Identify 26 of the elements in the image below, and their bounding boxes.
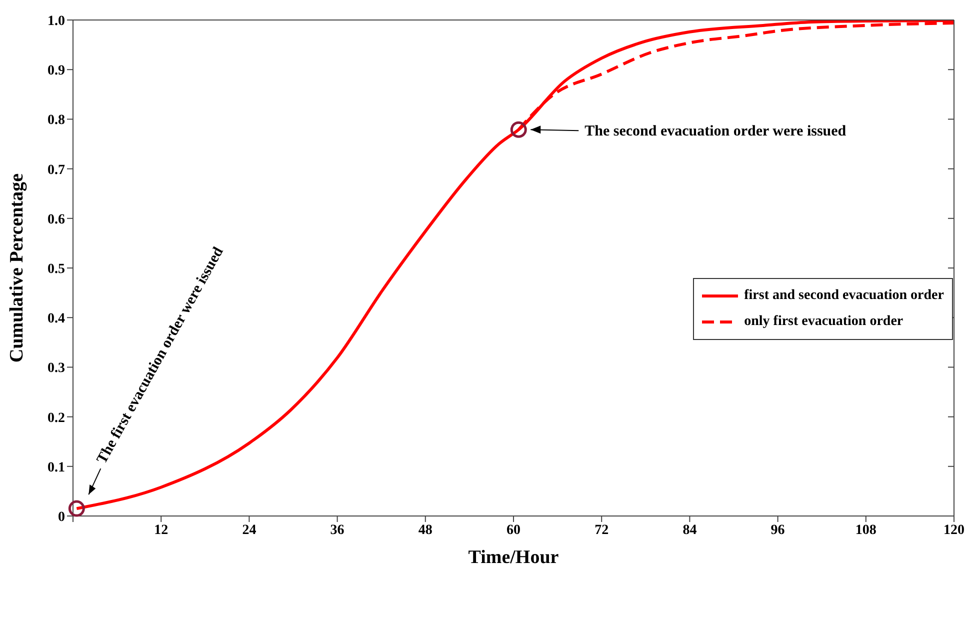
y-tick-label: 0 xyxy=(58,510,65,525)
x-tick-label: 96 xyxy=(770,522,785,538)
y-tick-label: 0.7 xyxy=(48,162,65,178)
x-tick-label: 108 xyxy=(855,522,876,538)
x-tick-label: 24 xyxy=(242,522,256,538)
legend-label: first and second evacuation order xyxy=(744,288,944,304)
y-tick-label: 0.4 xyxy=(48,312,65,327)
y-tick-label: 0.8 xyxy=(48,113,65,128)
x-tick-label: 36 xyxy=(330,522,344,538)
legend-label: only first evacuation order xyxy=(744,314,904,330)
x-tick-label: 48 xyxy=(418,522,432,538)
y-tick-label: 0.6 xyxy=(48,212,65,228)
x-tick-label: 12 xyxy=(154,522,168,538)
y-tick-label: 0.9 xyxy=(48,64,65,79)
x-tick-label: 84 xyxy=(682,522,697,538)
y-tick-label: 0.2 xyxy=(48,410,65,426)
y-tick-label: 0.1 xyxy=(48,460,65,476)
y-axis-title: Cumulative Percentage xyxy=(6,173,28,363)
x-tick-label: 60 xyxy=(506,522,520,538)
y-tick-label: 0.5 xyxy=(48,262,65,277)
y-tick-label: 1.0 xyxy=(48,14,65,29)
y-tick-label: 0.3 xyxy=(48,361,65,376)
x-axis-title: Time/Hour xyxy=(468,547,560,568)
x-tick-label: 120 xyxy=(944,522,964,538)
annotation: The second evacuation order were issued xyxy=(584,124,847,140)
x-tick-label: 72 xyxy=(594,522,609,538)
